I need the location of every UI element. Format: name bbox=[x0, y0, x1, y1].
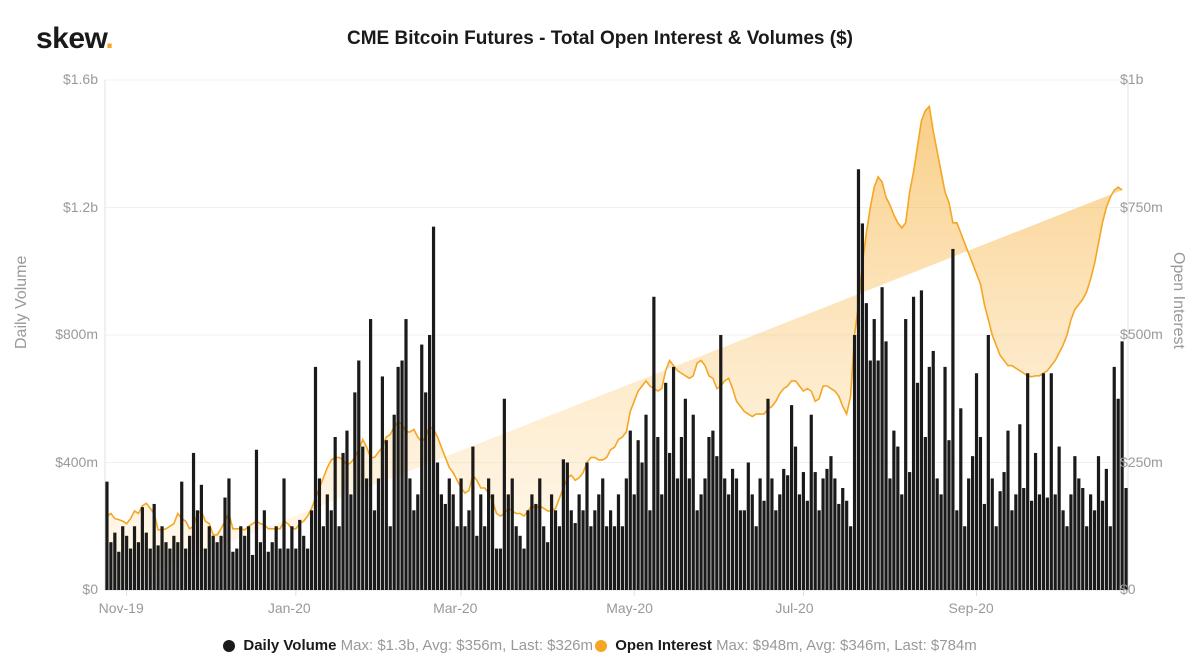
legend-series2-stats: Max: $948m, Avg: $346m, Last: $784m bbox=[716, 637, 977, 654]
y-right-tick: $0 bbox=[1120, 581, 1180, 597]
x-tick: May-20 bbox=[606, 600, 653, 616]
x-tick: Jul-20 bbox=[775, 600, 813, 616]
y-left-tick: $1.6b bbox=[38, 71, 98, 87]
y-right-tick: $750m bbox=[1120, 199, 1180, 215]
y-left-tick: $400m bbox=[38, 454, 98, 470]
y-axis-left-label: Daily Volume bbox=[13, 256, 31, 349]
y-right-tick: $500m bbox=[1120, 326, 1180, 342]
legend-series1-name: Daily Volume bbox=[243, 637, 336, 654]
legend-swatch-bar bbox=[223, 640, 235, 652]
chart-svg bbox=[0, 0, 1200, 670]
legend-swatch-area bbox=[595, 640, 607, 652]
legend-series2-name: Open Interest bbox=[615, 637, 712, 654]
x-tick: Sep-20 bbox=[949, 600, 994, 616]
chart-container: skew. CME Bitcoin Futures - Total Open I… bbox=[0, 0, 1200, 670]
x-tick: Nov-19 bbox=[99, 600, 144, 616]
y-left-tick: $0 bbox=[38, 581, 98, 597]
y-right-tick: $1b bbox=[1120, 71, 1180, 87]
y-left-tick: $1.2b bbox=[38, 199, 98, 215]
legend: Daily Volume Max: $1.3b, Avg: $356m, Las… bbox=[0, 637, 1200, 654]
y-right-tick: $250m bbox=[1120, 454, 1180, 470]
legend-series1-stats: Max: $1.3b, Avg: $356m, Last: $326m bbox=[341, 637, 593, 654]
x-tick: Mar-20 bbox=[433, 600, 477, 616]
x-tick: Jan-20 bbox=[268, 600, 311, 616]
y-left-tick: $800m bbox=[38, 326, 98, 342]
